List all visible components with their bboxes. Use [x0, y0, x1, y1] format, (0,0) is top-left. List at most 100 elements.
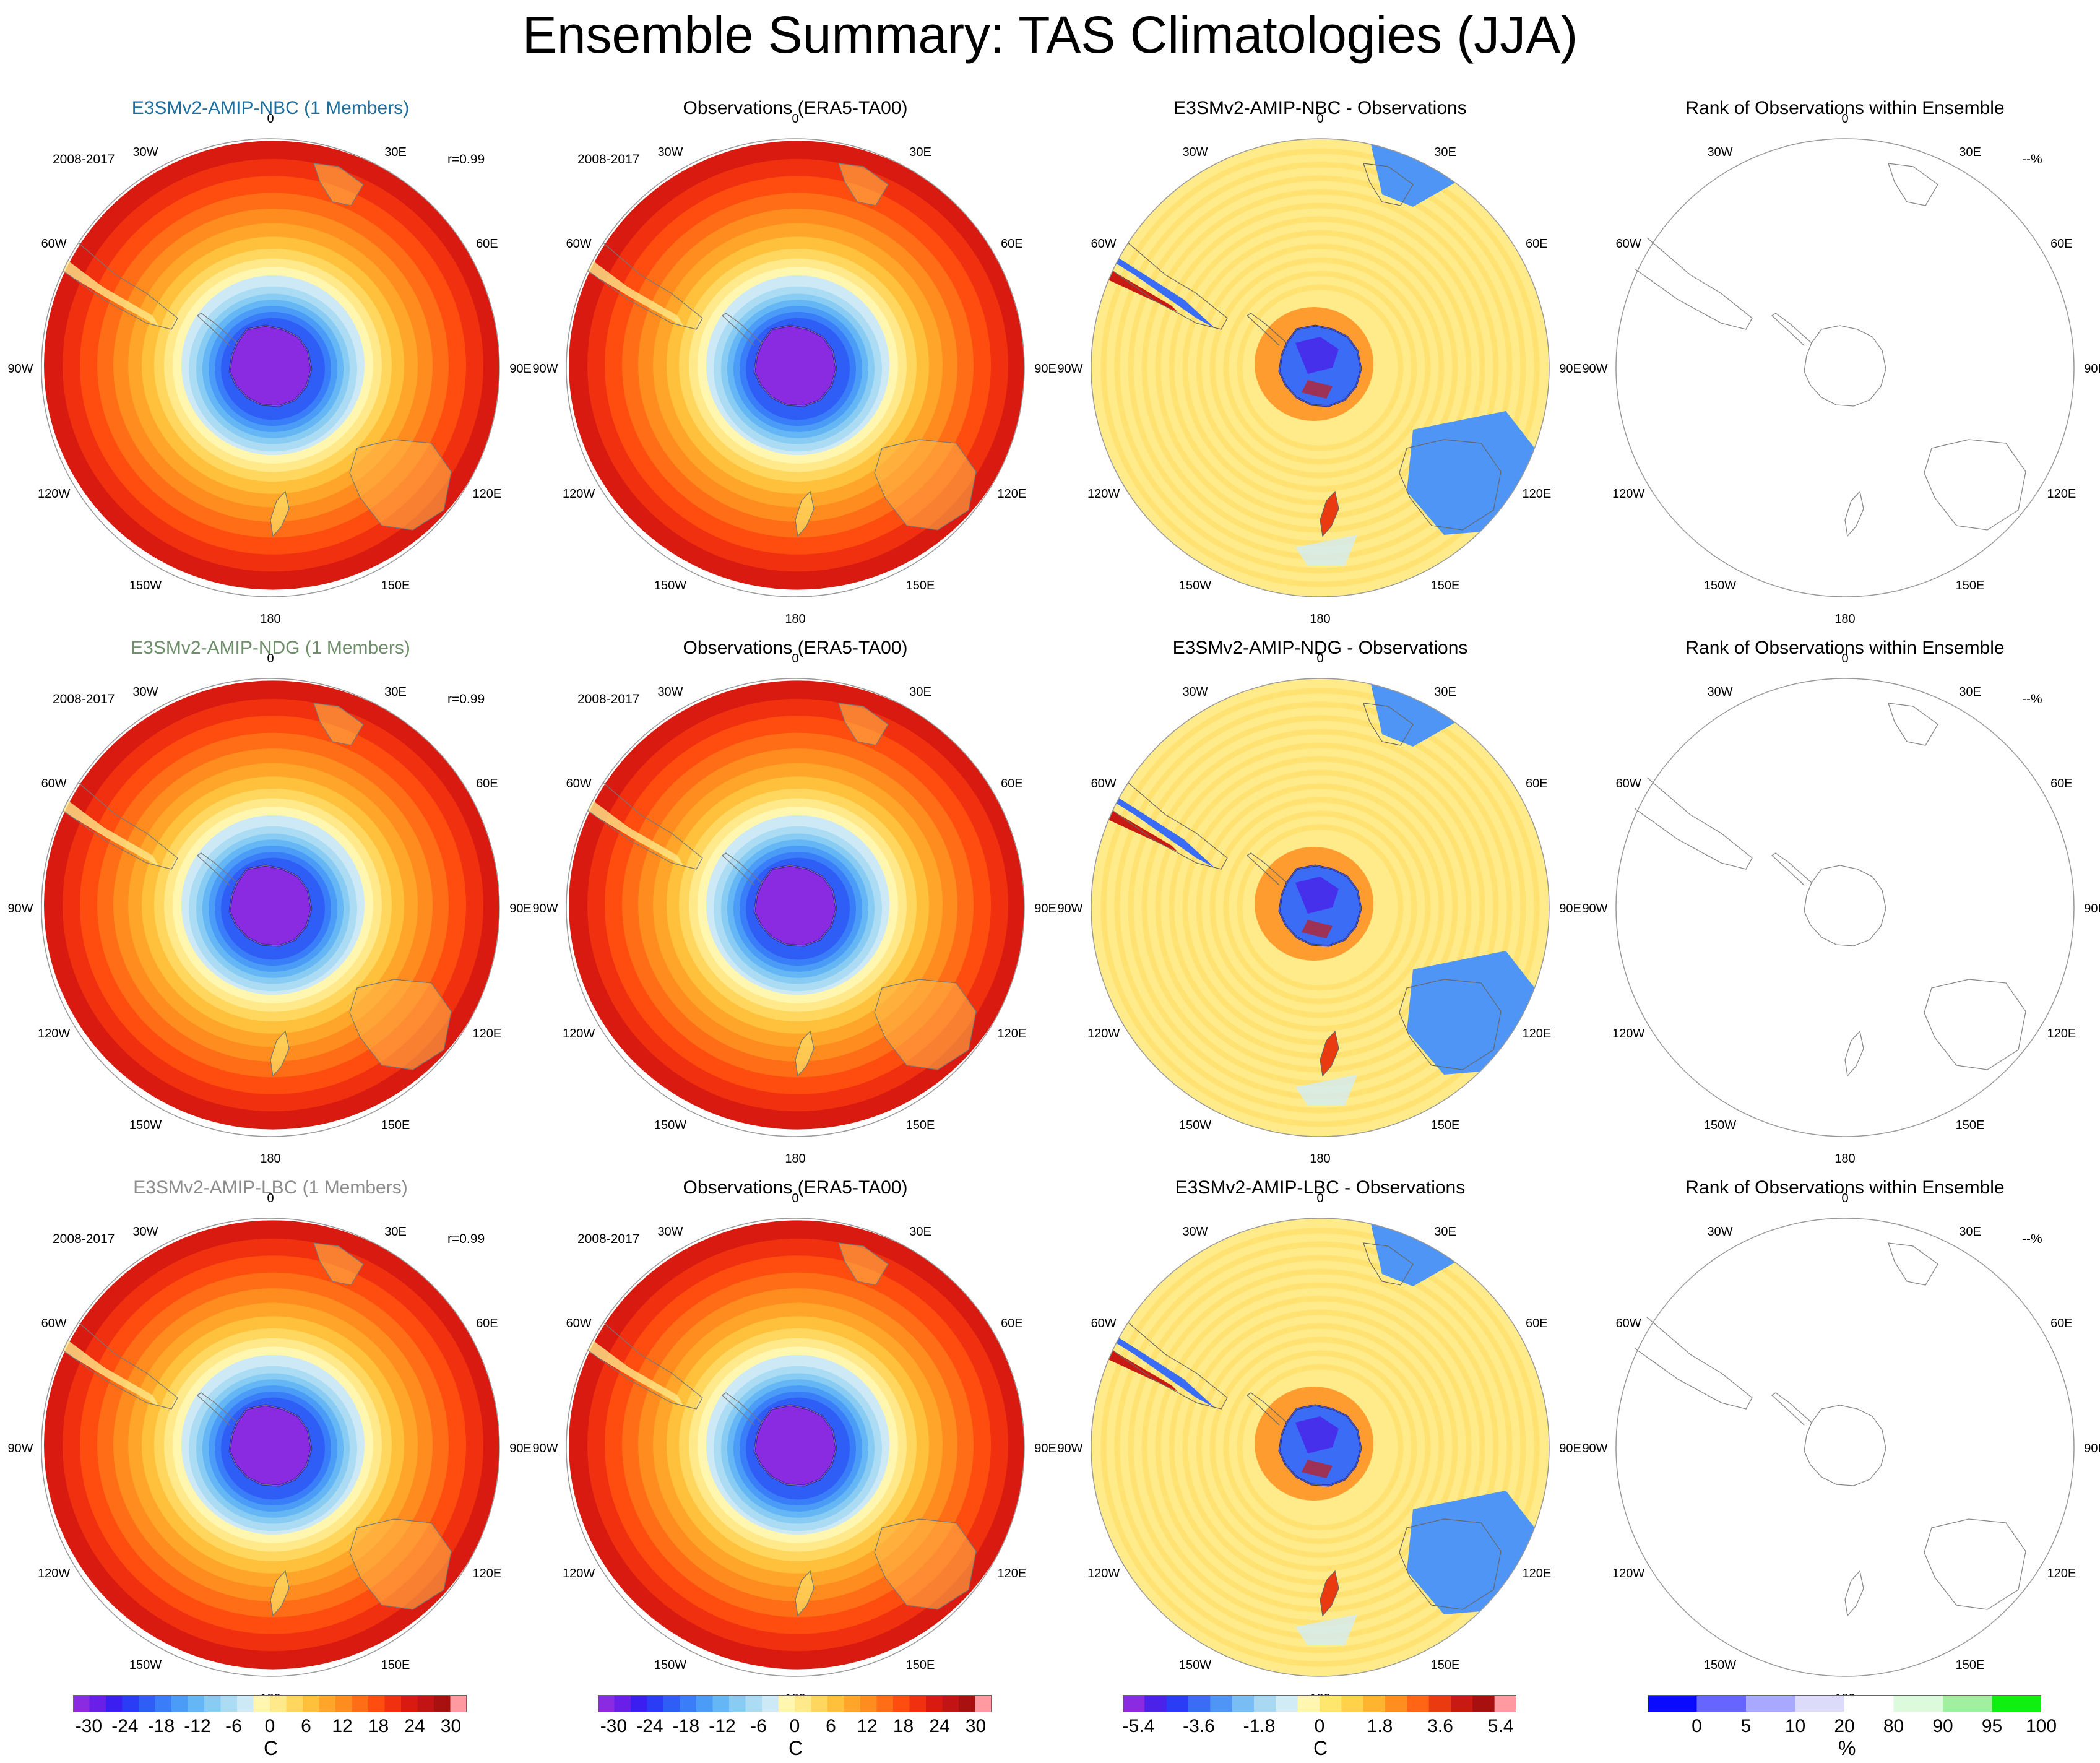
lon-label: 90W	[8, 362, 33, 376]
colorbar-swatch	[614, 1695, 631, 1712]
colorbar-tick-label: 0	[1692, 1716, 1702, 1736]
map-panel-model: E3SMv2-AMIP-LBC (1 Members) 0 30E 60E 90E 120…	[8, 1177, 533, 1716]
colorbar-swatch	[959, 1695, 975, 1712]
colorbar-swatch	[1795, 1695, 1845, 1712]
coastline-nz	[270, 1030, 290, 1077]
map-panel-obs: Observations (ERA5-TA00) 0 30E 60E 90E 120E 15…	[533, 1177, 1058, 1716]
lon-label: 150E	[1431, 1658, 1460, 1672]
colorbar-swatch	[204, 1695, 221, 1712]
coastline-nz	[1320, 490, 1339, 537]
colorbar-swatch	[155, 1695, 172, 1712]
lon-label: 150E	[906, 1119, 935, 1132]
coastline-peninsula	[1247, 313, 1287, 346]
colorbar-swatch	[598, 1695, 615, 1712]
lon-label: 60W	[1616, 237, 1641, 251]
lon-label: 60E	[2050, 237, 2073, 251]
coastline-samerica	[584, 777, 703, 870]
colorbar-swatch	[237, 1695, 254, 1712]
lon-label: 0	[1316, 652, 1323, 665]
temperature-field	[569, 680, 1024, 1130]
lon-label: 120W	[1087, 1567, 1120, 1580]
colorbar-swatch	[745, 1695, 763, 1712]
lon-label: 0	[267, 1192, 274, 1205]
map-panel-model: E3SMv2-AMIP-NDG (1 Members) 0 30E 60E 90E 120…	[8, 638, 533, 1176]
lon-label: 30W	[1707, 685, 1732, 699]
colorbar-unit: C	[264, 1737, 279, 1759]
correlation-label: r=0.99	[447, 1232, 485, 1246]
colorbar-swatch	[384, 1695, 402, 1712]
colorbar-swatch	[860, 1695, 877, 1712]
lon-label: 60E	[476, 777, 498, 791]
rank-value-label: --%	[2022, 1232, 2042, 1246]
colorbar-tick-label: 30	[440, 1716, 462, 1736]
colorbar-tick-label: -1.8	[1243, 1716, 1276, 1736]
coastline-nz	[795, 1570, 815, 1617]
colorbar-swatch	[303, 1695, 319, 1712]
panel-title: E3SMv2-AMIP-NDG (1 Members)	[131, 638, 410, 658]
lon-label: 30W	[657, 1225, 683, 1239]
coastline-antarctica	[754, 1405, 837, 1486]
lon-label: 90W	[1583, 362, 1608, 376]
coastline-nz	[1320, 1570, 1339, 1617]
lon-label: 120E	[998, 487, 1027, 501]
colorbar-swatch	[1451, 1695, 1473, 1712]
colorbar-swatch	[696, 1695, 713, 1712]
coastline-africa	[1888, 703, 1938, 746]
colorbar-swatch	[762, 1695, 779, 1712]
colorbar-tick-label: -5.4	[1122, 1716, 1155, 1736]
lon-label: 90W	[1583, 902, 1608, 916]
colorbar-swatch	[1992, 1695, 2041, 1712]
colorbar-swatch	[1696, 1695, 1747, 1712]
map-panel-rank: Rank of Observations within Ensemble 0 30E…	[1583, 98, 2100, 636]
lon-label: 60E	[1001, 1317, 1023, 1330]
lon-label: 30E	[1434, 685, 1456, 699]
colorbar-swatches	[1123, 1695, 1516, 1712]
panel-title: Observations (ERA5-TA00)	[683, 638, 908, 658]
colorbar-swatch	[1210, 1695, 1233, 1712]
colorbar-swatch	[680, 1695, 697, 1712]
coastline-africa	[838, 163, 889, 206]
lon-label: 0	[792, 112, 798, 126]
coastline-samerica	[59, 237, 178, 330]
lon-label: 30W	[1707, 145, 1732, 159]
colorbar: -30 -24 -18 -12 -6 0 6 12 18 24 30 C	[73, 1695, 467, 1763]
panel-title: Rank of Observations within Ensemble	[1685, 98, 2005, 118]
lon-label: 90E	[2084, 902, 2100, 916]
colorbar-swatches	[1648, 1695, 2041, 1712]
lon-label: 120W	[563, 1567, 595, 1580]
colorbar-tick-label: 80	[1883, 1716, 1904, 1736]
lon-label: 150W	[129, 579, 162, 592]
colorbar-swatch	[712, 1695, 730, 1712]
lon-label: 30E	[909, 685, 931, 699]
coastline-nz	[1320, 1030, 1339, 1077]
lon-label: 150E	[1431, 579, 1460, 592]
lon-label: 120E	[2047, 1567, 2076, 1580]
lon-label: 30W	[1707, 1225, 1732, 1239]
lon-label: 90E	[509, 362, 532, 376]
coastline-nz	[795, 1030, 815, 1077]
colorbar-swatch	[188, 1695, 205, 1712]
lon-label: 180	[785, 1152, 805, 1166]
lon-label: 0	[1841, 112, 1848, 126]
coastline-africa	[313, 1242, 364, 1286]
colorbar-tick-label: -30	[75, 1716, 103, 1736]
coastline-peninsula	[197, 852, 238, 886]
panel-title: Rank of Observations within Ensemble	[1685, 1177, 2005, 1198]
coastline-australia	[349, 979, 452, 1070]
colorbar-swatch	[1144, 1695, 1167, 1712]
coastline-peninsula	[1771, 313, 1812, 346]
colorbar-swatch	[335, 1695, 352, 1712]
colorbar-swatch	[663, 1695, 680, 1712]
colorbar-tick-label: 6	[826, 1716, 836, 1736]
lon-label: 150W	[654, 1119, 686, 1132]
lon-label: 60E	[1526, 777, 1548, 791]
lon-label: 30E	[1434, 1225, 1456, 1239]
lon-label: 120E	[1523, 487, 1552, 501]
colorbar-swatch	[253, 1695, 270, 1712]
